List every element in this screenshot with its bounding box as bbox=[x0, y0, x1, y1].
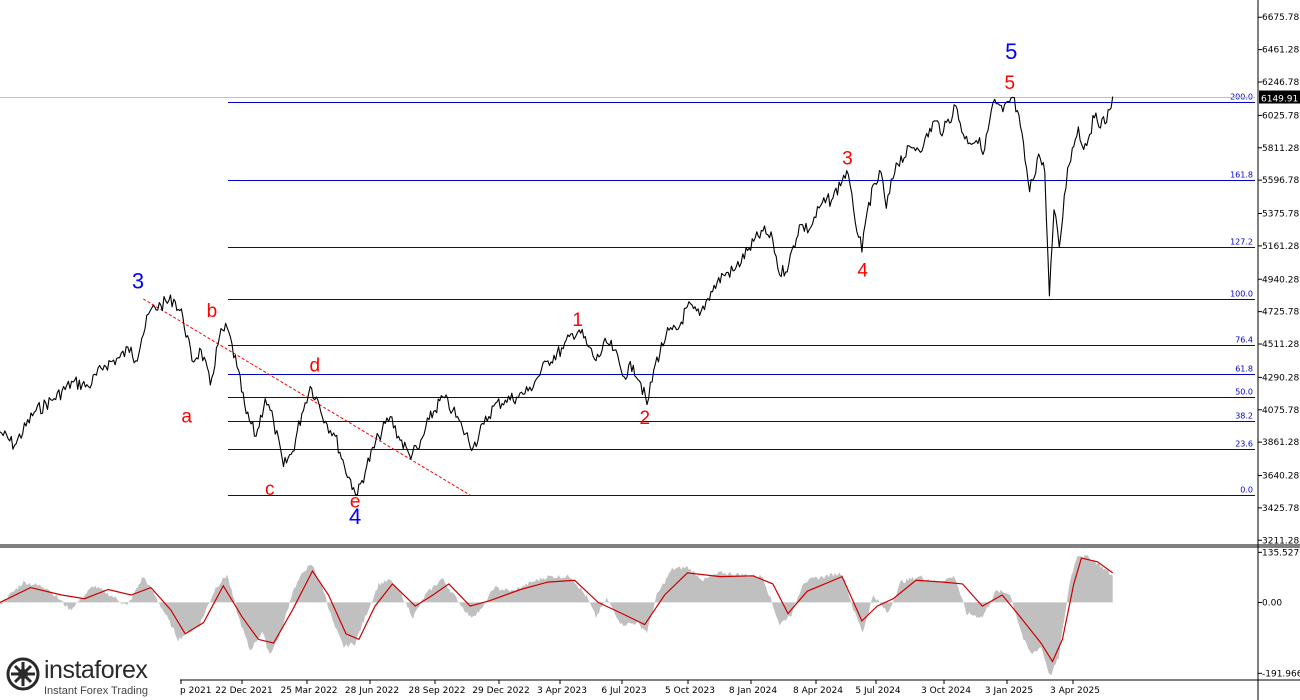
fib-level-label: 100.0 bbox=[1230, 290, 1253, 299]
brand-tagline: Instant Forex Trading bbox=[44, 685, 148, 697]
price-tick-label: 4290.28 bbox=[1262, 373, 1299, 383]
time-tick-label: 25 Mar 2022 bbox=[280, 686, 337, 696]
price-series-layer bbox=[0, 96, 1114, 496]
wave-label-blue: 3 bbox=[132, 268, 144, 293]
wave-label-red: b bbox=[207, 301, 218, 322]
wave-label-red: 2 bbox=[639, 408, 650, 429]
price-tick-label: 4511.28 bbox=[1262, 340, 1299, 350]
wave-label-blue: 4 bbox=[349, 504, 361, 529]
wave-4-trendline bbox=[143, 298, 471, 496]
price-tick-label: 5596.78 bbox=[1262, 176, 1299, 186]
time-tick-label: 28 Jun 2022 bbox=[345, 686, 399, 696]
wave-label-red: 1 bbox=[572, 310, 583, 331]
fib-level-label: 0.0 bbox=[1240, 486, 1253, 495]
time-tick-label: 3 Jan 2025 bbox=[985, 686, 1033, 696]
indicator-tick-label: 0.00 bbox=[1262, 598, 1282, 608]
time-tick-label: 8 Jan 2024 bbox=[729, 686, 777, 696]
oscillator-histogram bbox=[0, 554, 1113, 675]
price-tick-label: 6025.78 bbox=[1262, 111, 1299, 121]
price-tick-label: 6461.28 bbox=[1262, 46, 1299, 56]
wave-label-red: d bbox=[309, 355, 320, 376]
price-tick-label: 5811.28 bbox=[1262, 144, 1299, 154]
time-tick-label: 29 Dec 2022 bbox=[472, 686, 530, 696]
trendline-layer bbox=[143, 298, 471, 496]
fib-level-label: 50.0 bbox=[1235, 388, 1253, 397]
price-tick-label: 6246.78 bbox=[1262, 78, 1299, 88]
wave-label-red: e bbox=[350, 491, 361, 512]
time-tick-label: 28 Sep 2022 bbox=[408, 686, 465, 696]
price-tick-label: 5375.78 bbox=[1262, 210, 1299, 220]
instaforex-watermark: instaforex Instant Forex Trading bbox=[0, 653, 180, 700]
price-series-line bbox=[0, 96, 1114, 496]
fib-level-label: 38.2 bbox=[1235, 412, 1253, 421]
time-tick-label: 3 Apr 2023 bbox=[537, 686, 587, 696]
price-tick-label: 5161.28 bbox=[1262, 242, 1299, 252]
time-tick-label: 8 Apr 2024 bbox=[793, 686, 843, 696]
fib-level-label: 23.6 bbox=[1235, 440, 1253, 449]
time-tick-label: 22 Dec 2021 bbox=[215, 686, 273, 696]
wave-label-red: 3 bbox=[842, 149, 853, 170]
time-tick-label: 22 Sep 2021 bbox=[154, 686, 211, 696]
price-tick-label: 4940.28 bbox=[1262, 275, 1299, 285]
time-tick-label: 6 Jul 2023 bbox=[601, 686, 646, 696]
fibonacci-levels: 200.0161.8127.2100.076.461.850.038.223.6… bbox=[0, 93, 1255, 496]
wave-label-red: c bbox=[265, 479, 275, 500]
price-tick-label: 4075.78 bbox=[1262, 406, 1299, 416]
fib-level-label: 76.4 bbox=[1235, 336, 1253, 345]
price-tick-label: 3425.78 bbox=[1262, 504, 1299, 514]
wave-label-red: a bbox=[181, 407, 192, 428]
wave-label-blue: 5 bbox=[1005, 39, 1017, 64]
price-tick-label: 3861.28 bbox=[1262, 438, 1299, 448]
instaforex-logo-icon bbox=[6, 657, 40, 691]
current-price-value: 6149.91 bbox=[1261, 95, 1298, 105]
time-tick-label: 3 Oct 2024 bbox=[921, 686, 971, 696]
price-tick-label: 3211.28 bbox=[1262, 536, 1299, 546]
fib-level-label: 161.8 bbox=[1230, 171, 1253, 180]
oscillator-signal-line bbox=[0, 557, 1114, 663]
current-price-tag bbox=[1259, 90, 1300, 104]
time-tick-label: 3 Apr 2025 bbox=[1050, 686, 1100, 696]
time-tick-label: 5 Jul 2024 bbox=[855, 686, 900, 696]
price-tick-label: 3640.28 bbox=[1262, 472, 1299, 482]
oscillator-pane bbox=[0, 554, 1114, 675]
price-tick-label: 6675.78 bbox=[1262, 13, 1299, 23]
indicator-tick-label: -191.966 bbox=[1262, 669, 1300, 679]
fib-level-label: 127.2 bbox=[1230, 238, 1253, 247]
fib-level-label: 61.8 bbox=[1235, 365, 1253, 374]
indicator-tick-label: 135.527 bbox=[1262, 548, 1299, 558]
wave-label-red: 5 bbox=[1004, 73, 1015, 94]
wave-label-red: 4 bbox=[857, 260, 868, 281]
time-tick-label: 5 Oct 2023 bbox=[665, 686, 715, 696]
price-tick-label: 4725.78 bbox=[1262, 308, 1299, 318]
brand-name: instaforex bbox=[44, 656, 148, 684]
